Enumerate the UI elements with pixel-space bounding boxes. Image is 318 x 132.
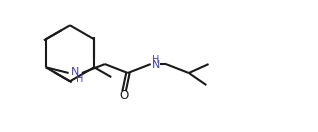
- Text: O: O: [119, 89, 128, 102]
- Text: H: H: [76, 74, 83, 84]
- Text: N: N: [71, 67, 79, 77]
- Text: N: N: [152, 60, 160, 70]
- Text: H: H: [152, 55, 159, 65]
